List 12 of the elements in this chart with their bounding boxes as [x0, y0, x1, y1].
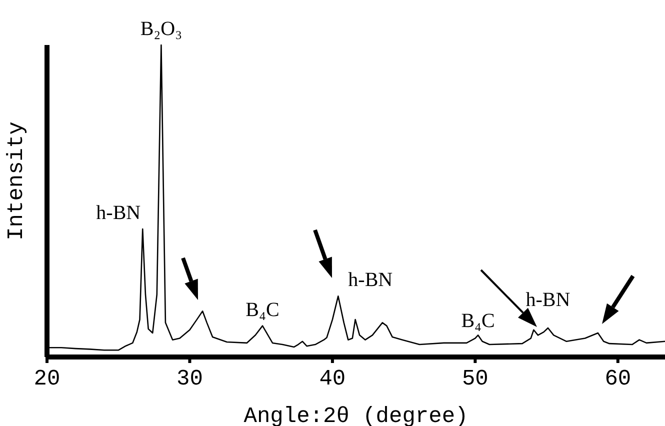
annotation: B₄C — [461, 310, 495, 332]
x-tick-label: 30 — [176, 366, 203, 392]
annotation: h-BN — [348, 269, 393, 292]
x-tick-label: 50 — [462, 366, 488, 392]
annotation: h-BN — [526, 288, 570, 311]
annotation: B₄C — [246, 298, 280, 321]
annotation: h-BN — [96, 202, 141, 224]
annotation: B₂O₃ — [140, 18, 182, 40]
x-tick-label: 60 — [604, 366, 632, 392]
x-tick-label: 20 — [34, 366, 60, 392]
x-tick-label: 40 — [319, 366, 346, 392]
y-axis-title: Intensity — [4, 122, 29, 240]
